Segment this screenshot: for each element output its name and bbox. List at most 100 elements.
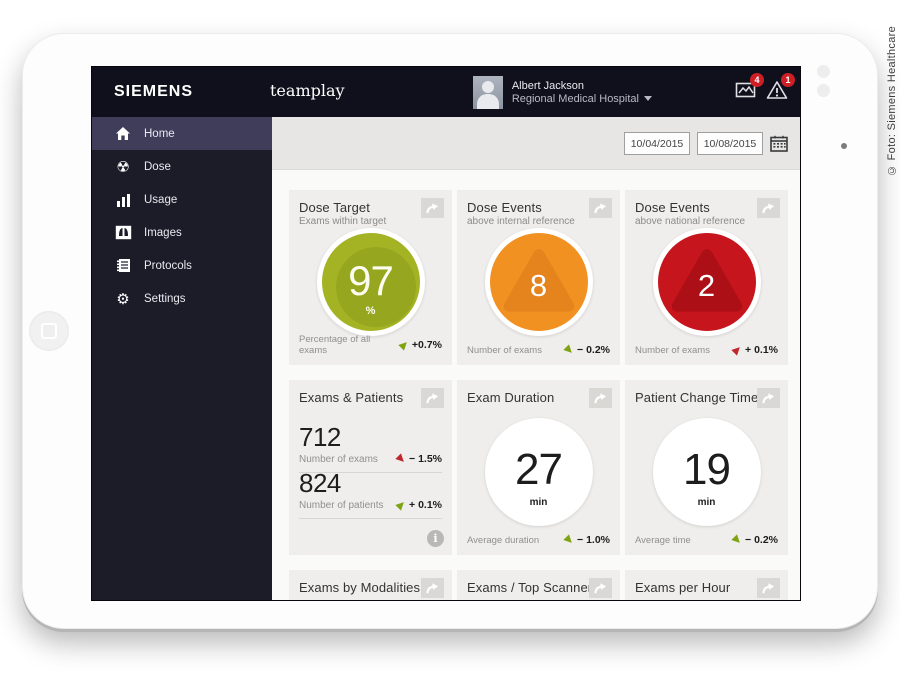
stat-label: Number of patients <box>299 499 384 511</box>
card-footer-label: Number of exams <box>467 344 542 356</box>
sidebar-item-label: Settings <box>144 292 186 305</box>
avatar <box>472 75 503 109</box>
notebook-icon <box>114 257 132 275</box>
share-arrow-icon <box>426 202 439 213</box>
tablet-camera <box>841 143 847 149</box>
patients-count: 824 <box>299 468 341 498</box>
radiation-icon: ☢ <box>116 157 130 176</box>
trend-arrow-icon <box>563 344 575 356</box>
trend-arrow-icon <box>731 344 743 356</box>
share-arrow-icon <box>762 582 775 593</box>
patient-change-unit: min <box>697 497 716 508</box>
warning-icon <box>766 81 788 99</box>
patient-change-value: 19 <box>683 445 731 494</box>
tablet-frame: SIEMENS teamplay Albert Jackson Regional… <box>22 33 878 629</box>
share-button[interactable] <box>421 198 444 218</box>
card-subtitle: Exams within target <box>299 216 387 227</box>
lungs-image-icon <box>114 224 132 242</box>
card-footer-label: Number of exams <box>635 344 710 356</box>
warning-triangle-shape <box>503 249 574 312</box>
card-footer-label: Average duration <box>467 534 540 546</box>
card-title: Exams & Patients <box>299 390 404 405</box>
card-exams-by-modalities: Exams by Modalities <box>289 570 452 600</box>
exams-count: 712 <box>299 422 341 452</box>
card-title: Exam Duration <box>467 390 555 405</box>
trend-arrow-icon <box>395 499 407 511</box>
info-button[interactable]: i <box>427 530 444 547</box>
card-exams-patients: Exams & Patients 712 Number of exams − 1… <box>289 380 452 555</box>
warning-triangle-shape <box>671 249 742 312</box>
exam-duration-unit: min <box>529 497 548 508</box>
bezel-dot <box>817 65 830 78</box>
share-button[interactable] <box>421 578 444 598</box>
card-exams-per-hour: Exams per Hour <box>625 570 788 600</box>
share-arrow-icon <box>594 392 607 403</box>
sidebar-item-protocols[interactable]: Protocols <box>92 249 272 282</box>
share-button[interactable] <box>757 388 780 408</box>
alerts-notification-button[interactable]: 1 <box>766 73 795 100</box>
card-title: Patient Change Time <box>635 390 759 405</box>
siemens-logo: SIEMENS <box>114 83 194 100</box>
card-dose-target: Dose Target Exams within target 97 % Per… <box>289 190 452 365</box>
sidebar-item-label: Usage <box>144 193 178 206</box>
card-title: Exams per Hour <box>635 580 731 595</box>
trend-arrow-icon <box>563 534 575 546</box>
images-notification-button[interactable]: 4 <box>735 73 764 100</box>
images-badge: 4 <box>750 73 764 87</box>
dose-events-value: 2 <box>697 268 716 303</box>
delta-value: + 0.1% <box>745 344 778 356</box>
share-button[interactable] <box>757 198 780 218</box>
end-date-input[interactable]: 10/08/2015 <box>697 132 763 155</box>
share-button[interactable] <box>589 388 612 408</box>
tablet-home-button[interactable] <box>29 311 69 351</box>
card-dose-events-national: Dose Events above national reference 2 N… <box>625 190 788 365</box>
dose-events-value: 8 <box>529 268 548 303</box>
sidebar-item-home[interactable]: Home <box>92 117 272 150</box>
bar-chart-icon <box>114 191 132 209</box>
patient-change-gauge: 19 min <box>652 418 761 526</box>
sidebar-item-dose[interactable]: ☢ Dose <box>92 150 272 183</box>
exam-duration-gauge: 27 min <box>484 418 593 526</box>
card-dose-events-internal: Dose Events above internal reference 8 N… <box>457 190 620 365</box>
delta-value: − 0.2% <box>577 344 610 356</box>
share-arrow-icon <box>594 582 607 593</box>
share-button[interactable] <box>421 388 444 408</box>
gear-icon: ⚙ <box>116 289 130 308</box>
app-screen: SIEMENS teamplay Albert Jackson Regional… <box>91 66 801 601</box>
dose-target-value: 97 <box>348 257 394 304</box>
trend-arrow-icon <box>395 453 407 465</box>
trend-arrow-icon <box>731 534 743 546</box>
sidebar-item-label: Protocols <box>144 259 192 272</box>
delta-value: +0.7% <box>411 339 442 351</box>
card-title: Exams / Top Scanners <box>467 580 599 595</box>
sidebar-item-usage[interactable]: Usage <box>92 183 272 216</box>
trend-arrow-icon <box>398 339 410 351</box>
date-filter-bar: 10/04/2015 10/08/2015 <box>272 117 800 170</box>
delta-value: − 1.5% <box>409 453 442 465</box>
stat-label: Number of exams <box>299 453 378 465</box>
top-bar: SIEMENS teamplay Albert Jackson Regional… <box>92 67 800 117</box>
sidebar-item-images[interactable]: Images <box>92 216 272 249</box>
dose-events-gauge: 2 <box>652 228 761 336</box>
share-arrow-icon <box>762 202 775 213</box>
card-title: Dose Target <box>299 200 370 215</box>
card-subtitle: above national reference <box>635 216 746 227</box>
user-org[interactable]: Regional Medical Hospital <box>512 93 652 106</box>
user-menu[interactable]: Albert Jackson Regional Medical Hospital <box>472 75 652 109</box>
sidebar-item-label: Home <box>144 127 175 140</box>
dose-target-unit: % <box>365 305 376 317</box>
photo-credit: © Foto: Siemens Healthcare <box>886 25 898 176</box>
start-date-input[interactable]: 10/04/2015 <box>624 132 690 155</box>
delta-value: − 1.0% <box>577 534 610 546</box>
share-button[interactable] <box>589 198 612 218</box>
calendar-button[interactable] <box>770 135 788 152</box>
exam-duration-value: 27 <box>515 445 563 494</box>
dose-events-gauge: 8 <box>484 228 593 336</box>
delta-value: + 0.1% <box>409 499 442 511</box>
share-arrow-icon <box>594 202 607 213</box>
sidebar-item-settings[interactable]: ⚙ Settings <box>92 282 272 315</box>
share-button[interactable] <box>757 578 780 598</box>
bezel-dot <box>817 84 830 97</box>
share-button[interactable] <box>589 578 612 598</box>
